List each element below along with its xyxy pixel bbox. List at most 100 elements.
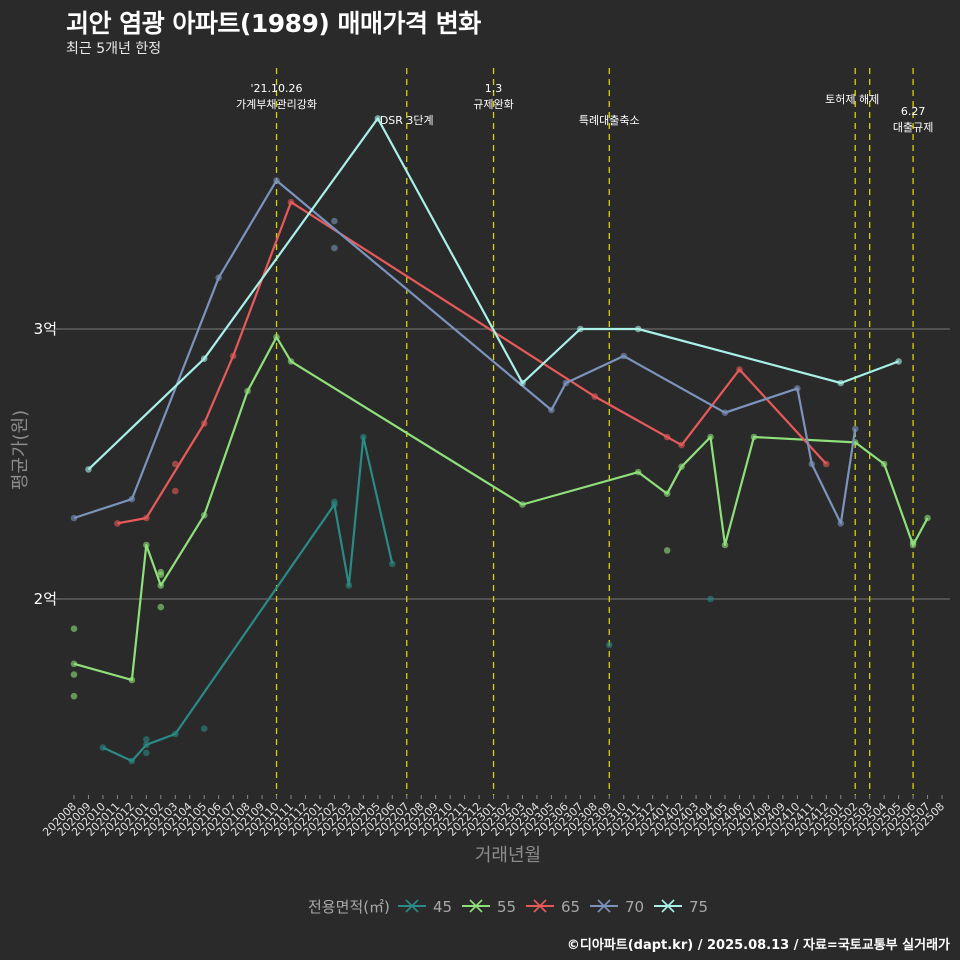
line-point <box>200 512 208 519</box>
event-annotation: 6.27 <box>901 105 926 118</box>
line-point <box>345 582 353 589</box>
chart-title: 괴안 염광 아파트(1989) 매매가격 변화 <box>66 9 481 38</box>
x-axis-ticks: 2020082020092020102020112020122021012021… <box>40 795 947 839</box>
legend-label: 65 <box>561 898 580 916</box>
gridlines <box>60 328 950 600</box>
line-point <box>678 441 685 449</box>
series-70 <box>70 177 859 527</box>
series-65 <box>114 198 830 527</box>
line-point <box>360 433 367 441</box>
line-point <box>750 433 758 441</box>
line-point <box>562 379 570 387</box>
event-annotation: '21.10.26 <box>251 82 303 95</box>
line-point <box>99 744 107 751</box>
line-point <box>880 460 888 468</box>
line-point <box>244 387 251 395</box>
line-point <box>837 379 845 387</box>
event-annotation: 특례대출축소 <box>579 114 640 127</box>
line-point <box>707 433 714 441</box>
line-point <box>143 514 150 522</box>
series-line <box>102 435 394 763</box>
line-point <box>634 325 642 333</box>
line-point <box>822 460 830 468</box>
line-point <box>128 757 136 765</box>
y-axis-ticks: 2억 3억 <box>34 320 60 608</box>
line-point <box>909 541 917 549</box>
line-point <box>287 198 295 206</box>
line-point <box>837 520 845 527</box>
line-point <box>591 393 599 400</box>
data-point <box>331 217 338 225</box>
line-point <box>273 333 280 341</box>
series-line <box>117 201 828 525</box>
line-point <box>70 660 78 668</box>
line-point <box>895 358 902 365</box>
line-point <box>808 460 816 468</box>
data-point <box>663 547 671 554</box>
event-lines <box>275 68 914 795</box>
data-point <box>143 736 150 743</box>
line-point <box>128 495 136 503</box>
legend-label: 70 <box>625 898 644 916</box>
legend-key-cross <box>469 899 483 913</box>
legend-key-cross <box>661 899 675 913</box>
line-point <box>620 352 628 360</box>
series-group <box>70 115 931 765</box>
series-55 <box>70 333 931 700</box>
event-annotation: 규제완화 <box>473 98 513 111</box>
chart-subtitle: 최근 5개년 한정 <box>66 41 162 57</box>
line-point <box>200 355 208 363</box>
line-point <box>548 406 555 414</box>
event-annotation: 토허제 해제 <box>825 92 879 106</box>
line-point <box>143 541 150 549</box>
line-point <box>678 463 685 471</box>
line-point <box>287 358 295 365</box>
series-75 <box>85 115 902 473</box>
legend-label: 75 <box>689 898 708 916</box>
line-point <box>388 560 396 568</box>
data-point <box>331 244 338 252</box>
line-point <box>634 468 642 476</box>
legend-label: 45 <box>433 898 452 916</box>
line-point <box>114 520 121 527</box>
legend-key-cross <box>597 899 611 913</box>
line-point <box>171 730 179 738</box>
line-point <box>85 466 92 473</box>
data-point <box>200 725 208 732</box>
y-tick-label: 3억 <box>34 320 57 338</box>
line-point <box>331 501 338 508</box>
line-point <box>721 409 729 417</box>
data-point <box>143 749 150 757</box>
line-point <box>663 490 671 498</box>
legend: 전용면적(㎡) 45 55 65 70 75 <box>308 898 708 916</box>
event-annotation: 1.3 <box>485 82 503 95</box>
legend-key-cross <box>405 899 419 913</box>
line-point <box>851 425 859 433</box>
line-point <box>70 514 78 522</box>
line-point <box>200 420 208 427</box>
data-point <box>70 671 78 678</box>
data-point <box>157 603 165 611</box>
data-point <box>707 595 714 603</box>
event-annotation: 대출규제 <box>893 121 933 134</box>
legend-title: 전용면적(㎡) <box>308 898 390 916</box>
data-point <box>70 692 78 700</box>
line-point <box>794 385 801 392</box>
line-point <box>229 352 237 360</box>
y-tick-label: 2억 <box>34 590 57 608</box>
series-line <box>87 117 899 471</box>
source-footer: ©디아파트(dapt.kr) / 2025.08.13 / 자료=국토교통부 실… <box>566 938 950 953</box>
line-point <box>374 115 382 122</box>
line-point <box>721 541 729 549</box>
data-point <box>171 487 179 495</box>
line-point <box>924 514 931 522</box>
event-annotation: DSR 3단계 <box>380 114 434 127</box>
line-point <box>519 379 526 387</box>
line-point <box>577 325 584 333</box>
line-point <box>519 501 526 508</box>
data-point <box>157 571 165 578</box>
line-point <box>128 676 136 684</box>
series-45 <box>99 433 714 765</box>
